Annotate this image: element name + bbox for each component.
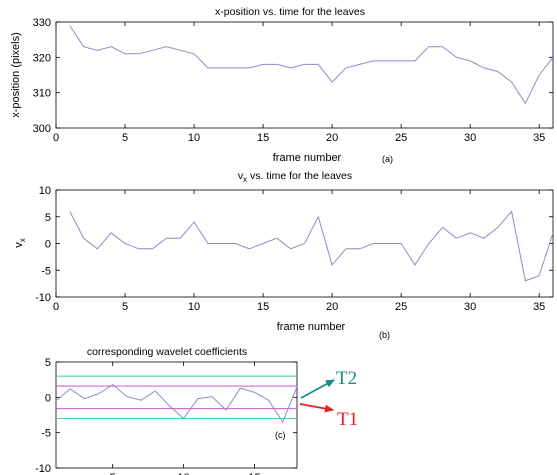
panel-b-xtick-label: 15 <box>257 301 269 313</box>
panel-b-xtick-label: 30 <box>464 301 476 313</box>
panel-a-ylabel: x-position (pixels) <box>10 32 22 118</box>
panel-a-chart: x-position vs. time for the leaves 30031… <box>10 6 554 164</box>
panel-a-ytick-label: 300 <box>33 123 51 135</box>
panel-b-ytick-label: -10 <box>35 292 51 304</box>
panel-a-xtick-label: 0 <box>53 132 59 144</box>
panel-b-title: vx vs. time for the leaves <box>238 170 352 184</box>
panel-b-series-line <box>69 210 554 282</box>
panel-b-xtick-label: 5 <box>122 301 128 313</box>
panel-b-xtick-label: 10 <box>188 301 200 313</box>
panel-b-xtick-label: 25 <box>395 301 407 313</box>
t2-arrow <box>300 379 335 399</box>
panel-c-xtick-label: 10 <box>177 472 189 475</box>
panel-a-ytick-label: 320 <box>33 52 51 64</box>
panel-c-ytick-label: 5 <box>45 357 51 369</box>
panel-b-ytick-label: -5 <box>41 265 51 277</box>
panel-b-label: (b) <box>379 330 390 340</box>
panel-a-xtick-label: 15 <box>257 132 269 144</box>
panel-c-ytick-label: -10 <box>35 463 51 475</box>
panel-a-xtick-label: 25 <box>395 132 407 144</box>
panel-a-xtick-label: 10 <box>188 132 200 144</box>
panel-a-xtick-label: 30 <box>464 132 476 144</box>
panel-b-ytick-label: 10 <box>39 185 51 197</box>
panel-a-ytick-label: 330 <box>33 17 51 29</box>
panel-a-label: (a) <box>382 154 393 164</box>
panel-b-xtick-label: 0 <box>53 301 59 313</box>
panel-a-xtick-label: 20 <box>326 132 338 144</box>
panel-a-xtick-label: 35 <box>533 132 545 144</box>
threshold-annotations: T2 T1 <box>299 368 358 430</box>
t1-label: T1 <box>337 409 358 430</box>
panel-b-xlabel: frame number <box>277 321 346 333</box>
panel-b-xtick-label: 20 <box>326 301 338 313</box>
panel-c-xtick-label: 15 <box>248 472 260 475</box>
t1-arrow <box>299 403 334 413</box>
panel-c-ytick-label: 0 <box>45 392 51 404</box>
panel-c-title: corresponding wavelet coefficients <box>87 346 247 358</box>
panel-c-ytick-label: -5 <box>41 428 51 440</box>
panel-a-xtick-label: 5 <box>122 132 128 144</box>
panel-c-chart: corresponding wavelet coefficients -10 -5… <box>35 346 298 475</box>
panel-b-chart: vx vs. time for the leaves -10 -5 0 5 10 0 5 1… <box>13 170 554 340</box>
panel-a-ytick-label: 310 <box>33 88 51 100</box>
panel-b-ytick-label: 0 <box>45 239 51 251</box>
panel-c-series-line <box>55 383 298 424</box>
panel-a-series-line <box>69 25 554 105</box>
panel-c-axes-box <box>55 361 298 469</box>
panel-a-title: x-position vs. time for the leaves <box>215 6 365 18</box>
panel-b-ylabel: vx <box>13 238 27 248</box>
panel-b-ytick-label: 5 <box>45 212 51 224</box>
t2-label: T2 <box>336 368 357 389</box>
panel-a-axes-box <box>55 21 554 129</box>
panel-b-xtick-label: 35 <box>533 301 545 313</box>
panel-a-xlabel: frame number <box>273 152 342 164</box>
panel-c-xtick-label: 5 <box>110 472 116 475</box>
panel-c-label: (c) <box>275 430 286 440</box>
